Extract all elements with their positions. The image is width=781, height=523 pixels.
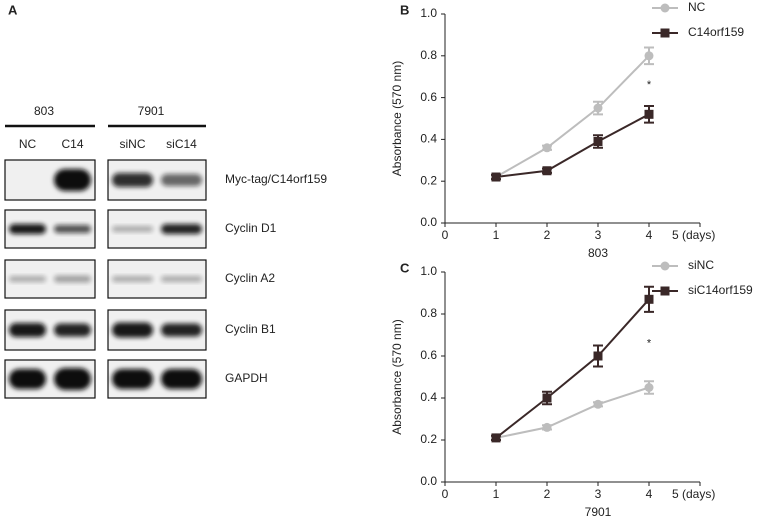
band — [161, 174, 202, 186]
panel-label: B — [400, 2, 409, 17]
legend-label: siC14orf159 — [688, 283, 753, 297]
band — [112, 173, 153, 187]
protein-label: GAPDH — [225, 371, 268, 385]
x-axis-label: 7901 — [585, 505, 612, 519]
annotation: * — [647, 337, 652, 349]
data-point — [644, 109, 654, 119]
x-tick-label: 0 — [442, 487, 449, 501]
y-tick-label: 0.0 — [420, 215, 437, 229]
band — [54, 169, 91, 191]
series-line — [495, 113, 650, 179]
x-tick-label: 3 — [595, 228, 602, 242]
protein-label: Cyclin B1 — [225, 322, 276, 336]
x-tick-label: 3 — [595, 487, 602, 501]
x-tick-label: 1 — [493, 487, 500, 501]
lane-label: C14 — [61, 137, 83, 151]
protein-label: Cyclin D1 — [225, 221, 277, 235]
x-axis-label: 803 — [588, 246, 608, 260]
data-point — [593, 136, 603, 146]
legend-marker — [660, 28, 670, 38]
protein-label: Cyclin A2 — [225, 271, 275, 285]
y-tick-label: 1.0 — [420, 6, 437, 20]
y-tick-label: 0.6 — [420, 348, 437, 362]
x-tick-label: 4 — [646, 228, 653, 242]
band — [161, 369, 202, 389]
band — [9, 276, 46, 282]
data-point — [542, 166, 552, 176]
y-axis-label: Absorbance (570 nm) — [390, 319, 404, 434]
y-tick-label: 0.2 — [420, 432, 437, 446]
y-tick-label: 0.4 — [420, 390, 437, 404]
band — [161, 323, 202, 337]
y-tick-label: 0.8 — [420, 306, 437, 320]
lane-label: siC14 — [166, 137, 197, 151]
data-point — [644, 51, 654, 61]
band — [9, 369, 46, 389]
legend-label: NC — [688, 0, 706, 14]
data-point — [593, 351, 603, 361]
data-point — [644, 383, 654, 392]
lane-label: siNC — [120, 137, 146, 151]
data-point — [542, 143, 552, 153]
data-point — [593, 103, 603, 113]
legend-label: C14orf159 — [688, 25, 744, 39]
y-tick-label: 1.0 — [420, 264, 437, 278]
band — [54, 275, 91, 283]
legend-marker — [660, 286, 670, 296]
band — [54, 368, 91, 390]
group-label: 803 — [34, 104, 54, 118]
band — [112, 369, 153, 389]
x-tick-label: 2 — [544, 487, 551, 501]
legend-marker — [660, 261, 670, 271]
band — [161, 276, 202, 282]
x-tick-label: 2 — [544, 228, 551, 242]
x-tick-label: 1 — [493, 228, 500, 242]
data-point — [491, 433, 501, 443]
band — [161, 224, 202, 234]
data-point — [542, 393, 552, 403]
x-tick-label: 4 — [646, 487, 653, 501]
y-tick-label: 0.8 — [420, 48, 437, 62]
x-tick-label: 5 (days) — [672, 228, 715, 242]
series-line — [495, 298, 650, 439]
y-tick-label: 0.4 — [420, 132, 437, 146]
series-line — [495, 55, 650, 178]
y-tick-label: 0.2 — [420, 173, 437, 187]
band — [112, 276, 153, 282]
lane-label: NC — [19, 137, 37, 151]
y-axis-label: Absorbance (570 nm) — [390, 61, 404, 176]
protein-label: Myc-tag/C14orf159 — [225, 172, 327, 186]
panel-label: A — [8, 2, 18, 17]
data-point — [644, 294, 654, 304]
x-tick-label: 0 — [442, 228, 449, 242]
legend-marker — [660, 3, 670, 13]
band — [9, 323, 46, 337]
data-point — [491, 172, 501, 182]
data-point — [542, 422, 552, 432]
band — [112, 322, 153, 338]
band — [54, 225, 91, 233]
band — [9, 224, 46, 234]
y-tick-label: 0.0 — [420, 474, 437, 488]
group-label: 7901 — [138, 104, 165, 118]
band — [112, 226, 153, 232]
band — [54, 323, 91, 337]
series-line — [495, 386, 650, 439]
legend-label: siNC — [688, 258, 714, 272]
y-tick-label: 0.6 — [420, 90, 437, 104]
annotation: * — [647, 79, 652, 91]
x-tick-label: 5 (days) — [672, 487, 715, 501]
panel-label: C — [400, 260, 410, 275]
data-point — [593, 399, 603, 409]
